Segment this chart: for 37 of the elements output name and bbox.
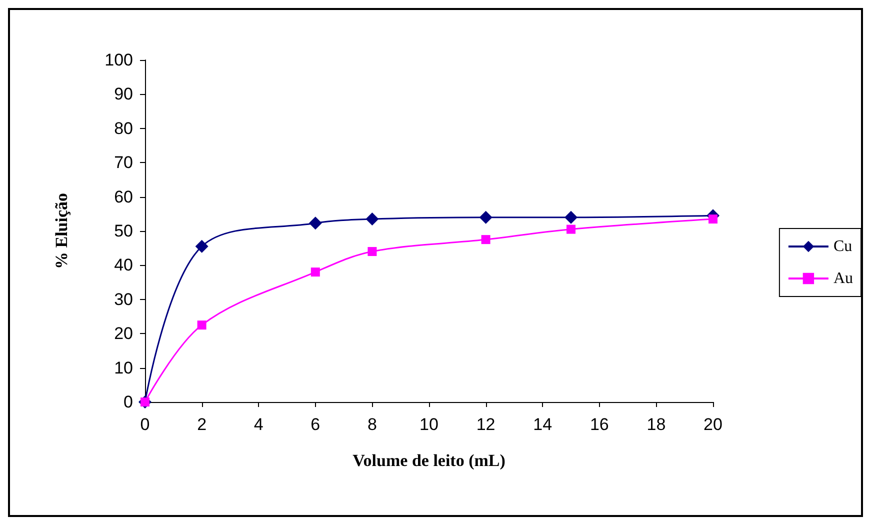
point [481, 235, 490, 244]
x-tick-label: 4 [254, 415, 264, 434]
y-tick-label: 0 [124, 392, 133, 412]
point [308, 216, 322, 230]
x-tick-label: 0 [140, 415, 150, 434]
y-tick-label: 40 [114, 256, 133, 275]
point [195, 240, 208, 253]
y-tick-label: 80 [114, 118, 133, 138]
y-tick-label: 70 [114, 153, 133, 172]
x-tick-label: 6 [310, 415, 320, 434]
point [708, 214, 718, 224]
x-tick-label: 14 [533, 415, 552, 434]
y-axis-title: % Eluição [52, 192, 71, 270]
x-tick-label: 12 [476, 415, 496, 434]
y-tick-label: 20 [114, 324, 133, 344]
y-tick-label: 60 [114, 187, 133, 206]
y-tick-label: 90 [114, 84, 133, 104]
point [368, 247, 377, 256]
x-tick-label: 20 [704, 415, 722, 434]
x-tick-label: 2 [197, 415, 207, 434]
x-tick-label: 18 [646, 415, 666, 434]
x-axis-title: Volume de leito (mL) [352, 451, 506, 470]
x-tick-label: 16 [590, 415, 609, 434]
point [197, 320, 206, 330]
y-tick-label: 10 [114, 358, 133, 378]
point [310, 268, 320, 277]
y-tick-label: 100 [104, 50, 133, 70]
point [566, 224, 576, 234]
point [366, 212, 379, 226]
x-tick-label: 10 [420, 415, 438, 434]
y-tick-label: 30 [114, 290, 133, 309]
legend-label: Au [833, 270, 854, 287]
y-tick-label: 50 [114, 222, 133, 240]
legend-label: Cu [833, 238, 852, 255]
point [479, 210, 492, 224]
point [564, 210, 578, 224]
x-tick-label: 8 [367, 415, 377, 434]
